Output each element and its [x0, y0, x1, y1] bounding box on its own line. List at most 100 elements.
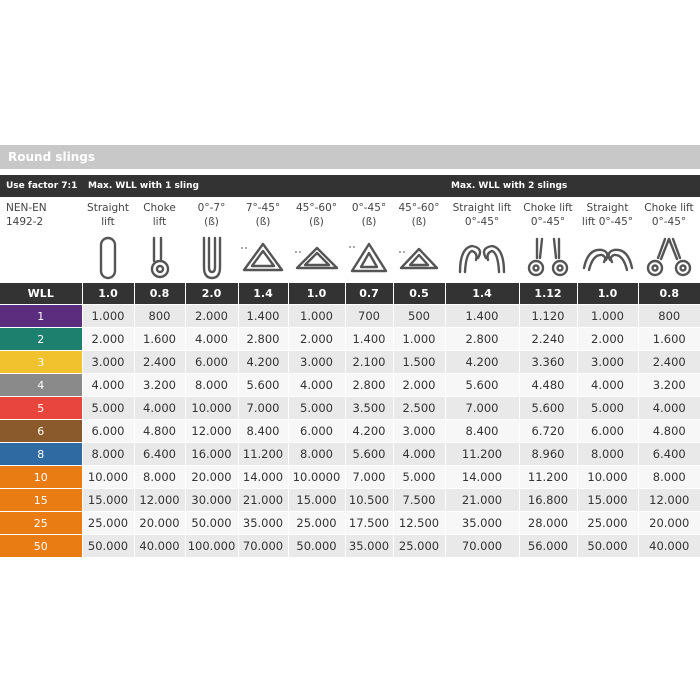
table-cell: 8.000 [133, 465, 185, 489]
table-cell: 10.0000 [287, 465, 345, 489]
table-cell: 5.600 [444, 373, 519, 397]
table-cell: 14.000 [237, 465, 288, 489]
column-label-line-2: lift 0°-45° [581, 216, 634, 228]
table-cell: 50.000 [576, 534, 638, 557]
table-row: 8 8.000 6.400 16.000 11.200 8.000 5.600 4.000 11… [0, 442, 700, 466]
column-header: 0°-7° (ß) [185, 197, 238, 233]
table-cell: 2.240 [518, 327, 577, 351]
factor-cell: 1.12 [518, 283, 577, 305]
table-cell: 50.000 [287, 534, 345, 557]
table-cell: 25.000 [392, 534, 445, 557]
table-cell: 11.200 [444, 442, 519, 466]
column-header: Choke lift 0°-45° [519, 197, 577, 233]
table-cell: 5.600 [237, 373, 288, 397]
table-cell: 4.480 [518, 373, 577, 397]
table-row: 6 6.000 4.800 12.000 8.400 6.000 4.200 3.000 8.4… [0, 419, 700, 443]
table-row: 4 4.000 3.200 8.000 5.600 4.000 2.800 2.000 5.60… [0, 373, 700, 397]
table-cell: 35.000 [344, 534, 393, 557]
table-row: 15 15.000 12.000 30.000 21.000 15.000 10.500 7.… [0, 488, 700, 512]
table-cell: 6.400 [133, 442, 185, 466]
table-cell: 1.000 [576, 304, 638, 328]
table-cell: 15.000 [287, 488, 345, 512]
table-cell: 8.000 [637, 465, 700, 489]
table-cell: 2.000 [392, 373, 445, 397]
one-sling-header: Max. WLL with 1 sling [88, 181, 199, 191]
table-cell: 20.000 [184, 465, 238, 489]
column-header: 7°-45° (ß) [238, 197, 288, 233]
column-header: Choke lift 0°-45° [638, 197, 700, 233]
table-cell: 4.800 [133, 419, 185, 443]
factor-cell: 0.8 [637, 283, 700, 305]
table-cell: 1.000 [392, 327, 445, 351]
wll-swatch: 50 [0, 534, 82, 557]
table-cell: 1.400 [444, 304, 519, 328]
table-cell: 4.800 [637, 419, 700, 443]
table-cell: 4.000 [287, 373, 345, 397]
table-cell: 12.000 [184, 419, 238, 443]
table-cell: 2.400 [133, 350, 185, 374]
wll-swatch: 5 [0, 396, 82, 420]
table-cell: 1.600 [637, 327, 700, 351]
table-cell: 6.000 [184, 350, 238, 374]
column-label-line-1: Choke [143, 202, 176, 214]
table-cell: 800 [133, 304, 185, 328]
wll-swatch: 3 [0, 350, 82, 374]
wll-swatch: 4 [0, 373, 82, 397]
table-cell: 5.600 [344, 442, 393, 466]
table-cell: 25.000 [81, 511, 134, 535]
table-cell: 15.000 [81, 488, 134, 512]
table-cell: 4.000 [576, 373, 638, 397]
column-header: 45°-60° (ß) [393, 197, 445, 233]
table-cell: 8.000 [576, 442, 638, 466]
choke-lift-icon [134, 235, 185, 281]
table-cell: 10.000 [81, 465, 134, 489]
table-row: 1 1.000 800 2.000 1.400 1.000 700 500 1.400 1.120… [0, 304, 700, 328]
table-cell: 12.000 [133, 488, 185, 512]
column-label-line-1: 0°-7° [197, 202, 226, 214]
icon-cell [238, 233, 288, 283]
table-cell: 20.000 [133, 511, 185, 535]
table-cell: 56.000 [518, 534, 577, 557]
table-cell: 2.500 [392, 396, 445, 420]
factor-cell: 2.0 [184, 283, 238, 305]
table-cell: 3.000 [287, 350, 345, 374]
norm-label: NEN-EN 1492-2 [0, 197, 82, 233]
table-cell: 5.000 [576, 396, 638, 420]
table-cell: 2.000 [576, 327, 638, 351]
wll-swatch: 10 [0, 465, 82, 489]
table-cell: 6.000 [81, 419, 134, 443]
table-cell: 1.120 [518, 304, 577, 328]
table-cell: 21.000 [444, 488, 519, 512]
table-row: 25 25.000 20.000 50.000 35.000 25.000 17.500 12… [0, 511, 700, 535]
use-factor-label: Use factor 7:1 [6, 181, 78, 191]
table-cell: 10.000 [184, 396, 238, 420]
column-label-line-1: Choke lift [644, 202, 694, 214]
table-cell: 5.000 [287, 396, 345, 420]
column-header: Straight lift 0°-45° [445, 197, 519, 233]
icon-cell [393, 233, 445, 283]
column-label-line-2: (ß) [309, 216, 324, 228]
table-cell: 4.000 [133, 396, 185, 420]
table-cell: 1.500 [392, 350, 445, 374]
table-cell: 6.000 [287, 419, 345, 443]
table-cell: 35.000 [444, 511, 519, 535]
column-header: Straight lift [82, 197, 134, 233]
column-label-line-2: lift [152, 216, 167, 228]
column-label-line-1: Straight [87, 202, 129, 214]
table-cell: 1.600 [133, 327, 185, 351]
table-cell: 7.000 [237, 396, 288, 420]
table-cell: 7.500 [392, 488, 445, 512]
u-basket-icon [185, 235, 238, 281]
round-slings-table: Round slings Use factor 7:1 Max. WLL wit… [0, 145, 700, 557]
table-cell: 25.000 [287, 511, 345, 535]
table-row: 2 2.000 1.600 4.000 2.800 2.000 1.400 1.000 2.80… [0, 327, 700, 351]
table-cell: 2.000 [287, 327, 345, 351]
table-cell: 50.000 [184, 511, 238, 535]
column-label-line-1: 45°-60° [295, 202, 337, 214]
table-cell: 40.000 [637, 534, 700, 557]
table-cell: 70.000 [444, 534, 519, 557]
wll-swatch: 15 [0, 488, 82, 512]
icon-cell [288, 233, 345, 283]
factor-cell: 1.4 [237, 283, 288, 305]
two-slings-straight-wide-icon [577, 240, 638, 276]
